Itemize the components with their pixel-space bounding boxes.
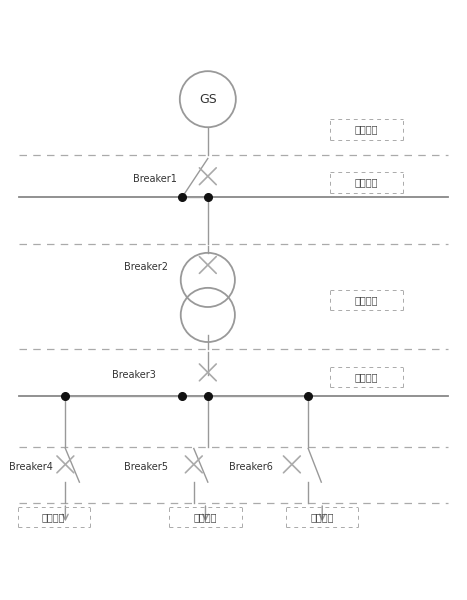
Text: 电气岛二: 电气岛二 [355,178,378,187]
Text: Breaker3: Breaker3 [112,370,156,380]
Text: 电气岛七: 电气岛七 [311,512,334,522]
Text: 电气岛六: 电气岛六 [194,512,217,522]
Text: 电气岛四: 电气岛四 [355,372,378,382]
Text: 电气岛一: 电气岛一 [355,125,378,134]
Text: GS: GS [199,92,217,106]
Text: 电气岛五: 电气岛五 [42,512,65,522]
Text: Breaker1: Breaker1 [133,173,177,184]
Text: Breaker4: Breaker4 [9,462,53,472]
Text: Breaker5: Breaker5 [124,462,168,472]
Text: 电气岛三: 电气岛三 [355,295,378,305]
Text: Breaker2: Breaker2 [124,262,168,272]
Text: Breaker6: Breaker6 [229,462,273,472]
